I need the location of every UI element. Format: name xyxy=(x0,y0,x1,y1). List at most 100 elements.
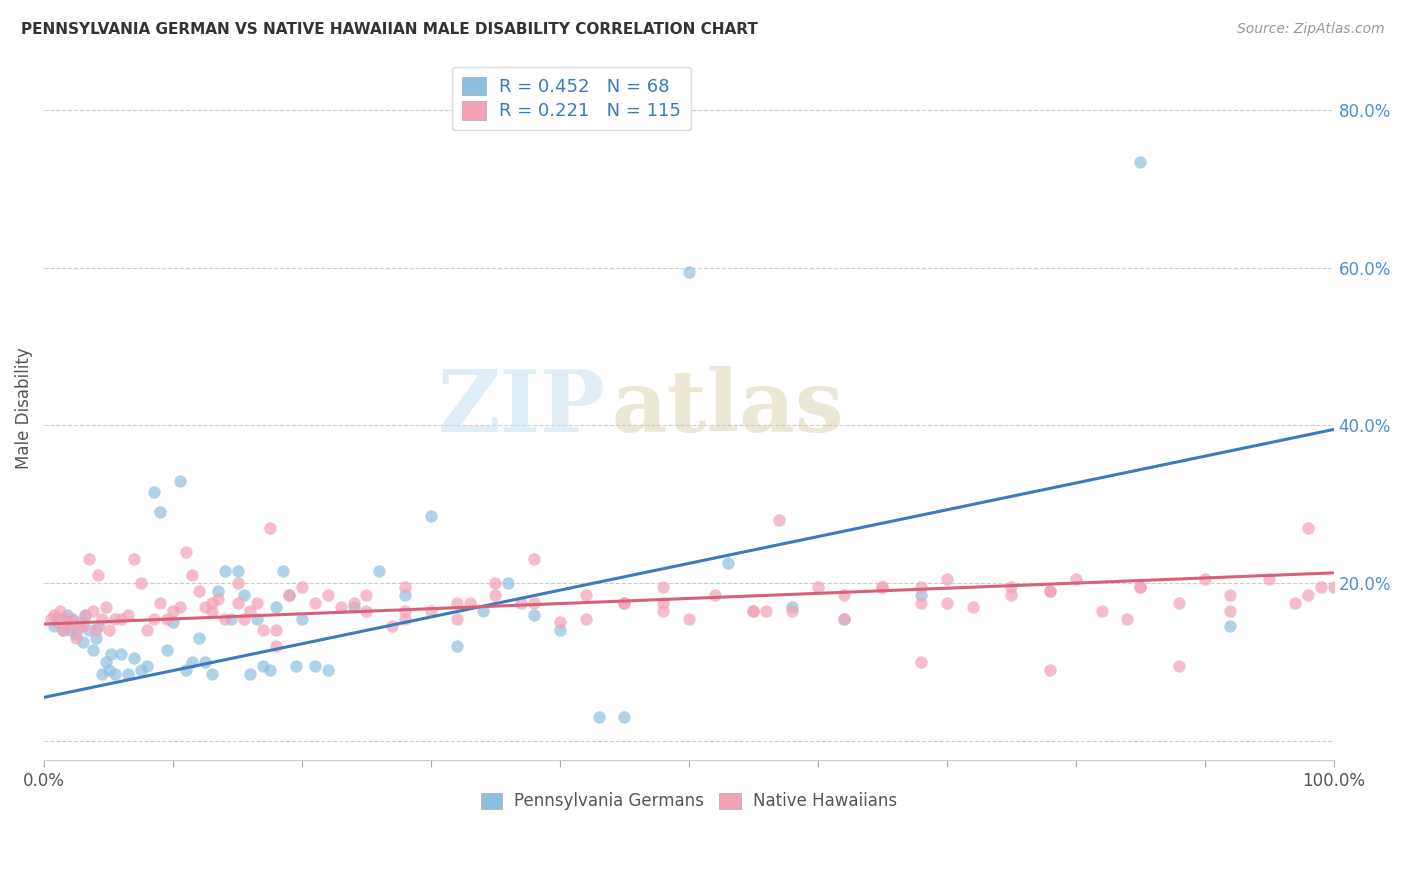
Point xyxy=(304,658,326,673)
Point xyxy=(1039,584,1062,599)
Point xyxy=(201,604,224,618)
Point xyxy=(755,604,778,618)
Point xyxy=(768,513,790,527)
Point xyxy=(575,588,598,602)
Point xyxy=(62,611,84,625)
Point xyxy=(194,655,217,669)
Point xyxy=(304,596,326,610)
Point xyxy=(87,619,110,633)
Point xyxy=(780,599,803,614)
Point xyxy=(271,564,294,578)
Point xyxy=(832,611,855,625)
Point xyxy=(72,619,94,633)
Point xyxy=(498,576,520,591)
Point xyxy=(72,635,94,649)
Point xyxy=(142,611,165,625)
Point xyxy=(77,624,100,638)
Point xyxy=(259,521,281,535)
Point xyxy=(291,580,314,594)
Point xyxy=(252,624,274,638)
Point xyxy=(703,588,725,602)
Point xyxy=(69,615,91,630)
Point xyxy=(678,611,700,625)
Point xyxy=(458,596,481,610)
Point xyxy=(219,611,242,625)
Point xyxy=(233,611,256,625)
Point xyxy=(394,604,416,618)
Point xyxy=(239,666,262,681)
Legend: Pennsylvania Germans, Native Hawaiians: Pennsylvania Germans, Native Hawaiians xyxy=(474,786,903,816)
Point xyxy=(1296,521,1319,535)
Point xyxy=(1258,572,1281,586)
Point xyxy=(548,615,571,630)
Point xyxy=(187,584,209,599)
Point xyxy=(84,632,107,646)
Point xyxy=(187,632,209,646)
Point xyxy=(162,615,184,630)
Point xyxy=(207,584,229,599)
Point xyxy=(446,596,468,610)
Point xyxy=(52,624,75,638)
Point xyxy=(65,632,87,646)
Point xyxy=(124,552,146,566)
Point xyxy=(716,557,738,571)
Point xyxy=(246,596,269,610)
Point xyxy=(91,611,114,625)
Point xyxy=(104,611,127,625)
Point xyxy=(613,710,636,724)
Point xyxy=(1194,572,1216,586)
Point xyxy=(523,552,546,566)
Point xyxy=(84,624,107,638)
Point xyxy=(394,580,416,594)
Point xyxy=(484,576,506,591)
Point xyxy=(278,588,301,602)
Point xyxy=(780,604,803,618)
Point xyxy=(226,564,249,578)
Point xyxy=(910,655,932,669)
Point xyxy=(510,596,533,610)
Point xyxy=(1064,572,1087,586)
Point xyxy=(1309,580,1331,594)
Point xyxy=(471,604,494,618)
Point xyxy=(484,588,506,602)
Point xyxy=(75,607,97,622)
Point xyxy=(420,604,443,618)
Point xyxy=(523,596,546,610)
Text: Source: ZipAtlas.com: Source: ZipAtlas.com xyxy=(1237,22,1385,37)
Point xyxy=(613,596,636,610)
Point xyxy=(46,615,69,630)
Point xyxy=(381,619,404,633)
Point xyxy=(214,611,236,625)
Point xyxy=(291,611,314,625)
Point xyxy=(1090,604,1112,618)
Point xyxy=(394,588,416,602)
Point xyxy=(278,588,301,602)
Point xyxy=(935,596,957,610)
Point xyxy=(910,596,932,610)
Point xyxy=(162,604,184,618)
Point xyxy=(129,576,152,591)
Point xyxy=(149,505,172,519)
Point xyxy=(142,485,165,500)
Point xyxy=(65,627,87,641)
Point xyxy=(259,663,281,677)
Point xyxy=(1039,584,1062,599)
Point xyxy=(1129,154,1152,169)
Point xyxy=(1219,588,1241,602)
Point xyxy=(1296,588,1319,602)
Point xyxy=(548,624,571,638)
Point xyxy=(94,655,117,669)
Point xyxy=(181,655,204,669)
Point xyxy=(44,619,66,633)
Point xyxy=(316,663,339,677)
Point xyxy=(613,596,636,610)
Point xyxy=(56,607,79,622)
Point xyxy=(807,580,830,594)
Point xyxy=(39,611,62,625)
Point xyxy=(1284,596,1306,610)
Point xyxy=(356,604,378,618)
Point xyxy=(201,596,224,610)
Point xyxy=(832,611,855,625)
Point xyxy=(264,624,287,638)
Point xyxy=(329,599,352,614)
